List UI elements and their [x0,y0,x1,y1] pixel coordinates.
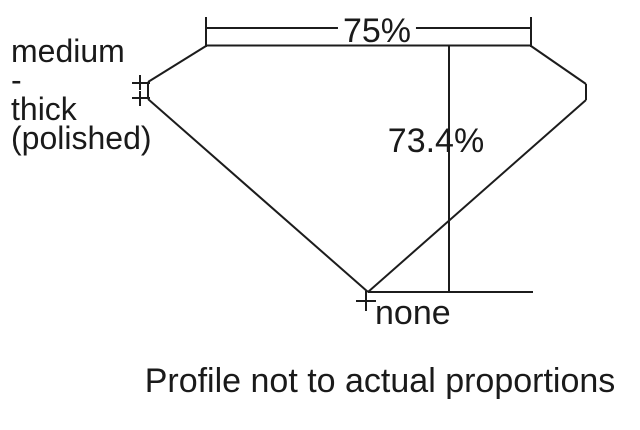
total-depth-percentage: 73.4% [387,122,485,160]
pavilion-facet-right [367,99,587,293]
girdle-label-line-3: thick [11,91,77,127]
girdle-label-line-2: - [11,62,22,98]
girdle-label-line-1: medium [11,33,125,69]
diagram-caption: Profile not to actual proportions [144,362,616,400]
girdle-label-line-4: (polished) [11,120,152,156]
pavilion-facet-left [147,98,369,293]
crown-facet-left [147,45,207,83]
table-width-percentage: 75% [337,14,417,48]
culet-size-label: none [375,294,451,332]
crown-facet-right [530,45,587,85]
girdle-thickness-label: medium - thick (polished) [11,33,152,156]
